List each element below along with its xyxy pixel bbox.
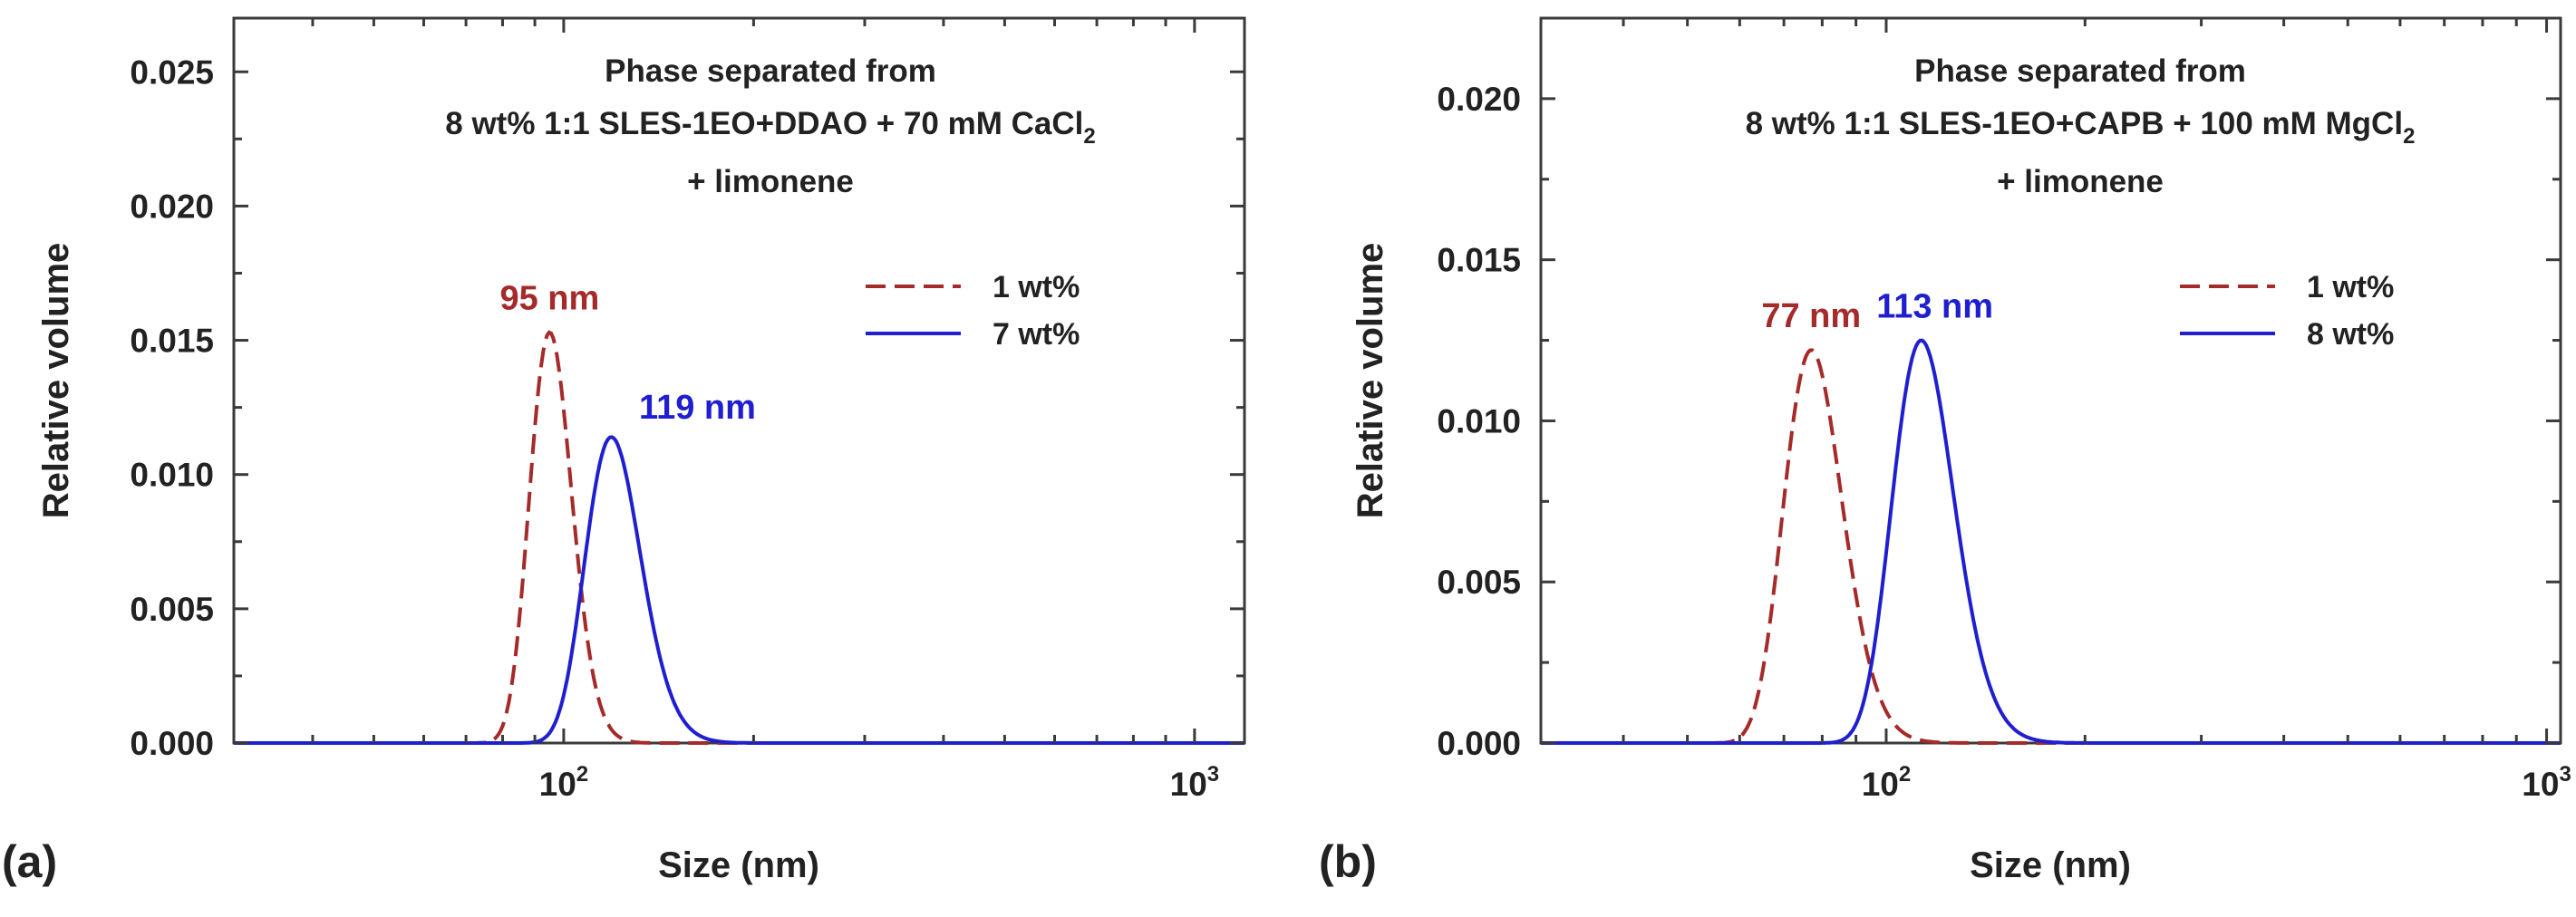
chart-title-line-3: + limonene [1997,164,2164,199]
series-line-7wt [234,435,1244,745]
x-tick-label: 103 [1170,762,1220,803]
y-tick-label: 0.005 [1437,564,1521,601]
x-tick-label: 102 [1862,762,1912,803]
legend-label-8wt: 8 wt% [2307,317,2394,352]
series-line-8wt [1541,338,2561,745]
peak-label-119nm: 119 nm [639,389,756,427]
legend-label-1wt: 1 wt% [993,270,1080,304]
y-axis-label: Relative volume [36,243,76,519]
x-tick-label: 103 [2522,762,2571,803]
y-tick-label: 0.015 [130,323,214,360]
chart-title-line-1: Phase separated from [1914,53,2246,89]
panel-label: (b) [1319,836,1377,887]
y-tick-label: 0.020 [130,188,214,225]
peak-label-77nm: 77 nm [1761,297,1861,335]
y-tick-label: 0.025 [130,53,214,91]
chart-title-line-2: 8 wt% 1:1 SLES-1EO+DDAO + 70 mM CaCl2 [445,106,1095,149]
x-axis-label: Size (nm) [1970,845,2131,885]
y-axis-label: Relative volume [1351,243,1390,519]
legend-label-1wt: 1 wt% [2307,270,2394,304]
axis-ticks-a [234,18,1244,745]
series-line-1wt [1541,348,2561,745]
x-tick-label: 102 [539,762,589,803]
y-tick-label: 0.020 [1437,81,1521,118]
y-tick-label: 0.010 [1437,402,1521,439]
chart-title-line-1: Phase separated from [605,53,936,89]
chart-title-line-2: 8 wt% 1:1 SLES-1EO+CAPB + 100 mM MgCl2 [1746,106,2416,149]
legend-label-7wt: 7 wt% [993,317,1080,352]
axis-ticks-b [1541,18,2561,745]
peak-label-95nm: 95 nm [499,280,599,318]
peak-label-113nm: 113 nm [1876,288,1993,326]
x-axis-label: Size (nm) [658,845,819,885]
y-tick-label: 0.005 [130,591,214,628]
chart-title-line-3: + limonene [687,164,854,199]
panel-a: 0.000 0.005 0.010 0.015 0.020 0.025 102 … [2,16,1246,887]
panel-label: (a) [2,836,57,887]
y-tick-label: 0.010 [130,457,214,494]
panel-b: 0.000 0.005 0.010 0.015 0.020 102 103 Si… [1319,16,2571,887]
y-tick-label: 0.000 [130,725,214,762]
y-tick-label: 0.015 [1437,242,1521,279]
y-tick-label: 0.000 [1437,725,1521,762]
